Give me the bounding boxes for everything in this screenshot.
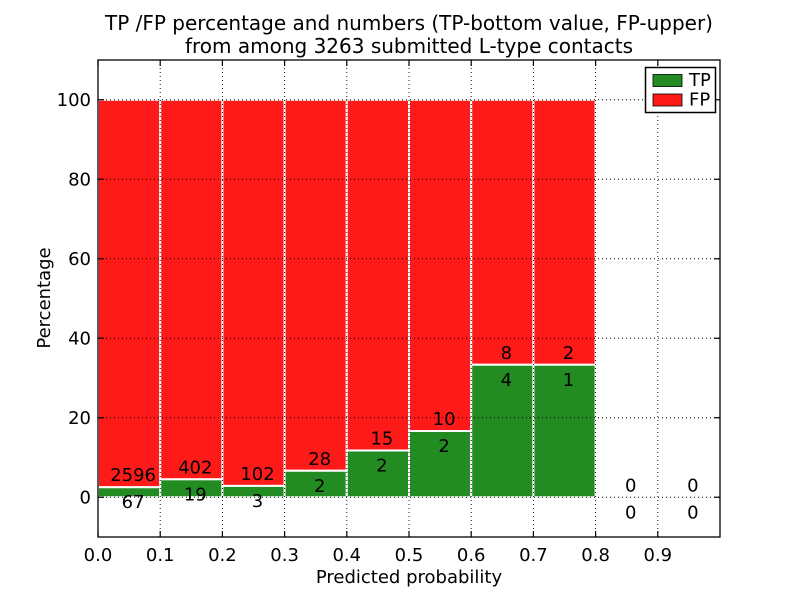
- fp-count-0.8-0.9: 0: [625, 475, 636, 496]
- tp-count-0.5-0.6: 2: [438, 436, 449, 457]
- legend-label-tp: TP: [688, 70, 711, 91]
- bar-fp-0.3-0.4: [283, 98, 348, 472]
- x-tick-label-0.4: 0.4: [332, 545, 361, 566]
- legend-swatch-tp: [652, 74, 683, 87]
- tp-count-0.9-1.0: 0: [687, 502, 698, 523]
- fp-count-0.5-0.6: 10: [433, 409, 456, 430]
- tp-count-0.2-0.3: 3: [252, 491, 263, 512]
- y-tick-label-100: 100: [57, 90, 91, 111]
- legend: TP FP: [644, 66, 717, 114]
- tp-count-0.6-0.7: 4: [501, 370, 512, 391]
- x-tick-labels: 0.0 0.1 0.2 0.3 0.4 0.5 0.6 0.7 0.8 0.9: [84, 545, 672, 566]
- x-tick-label-0.7: 0.7: [519, 545, 548, 566]
- fp-count-0.3-0.4: 28: [308, 449, 331, 470]
- tp-count-0.0-0.1: 67: [122, 492, 145, 513]
- x-tick-label-0.2: 0.2: [208, 545, 237, 566]
- x-tick-label-0.9: 0.9: [643, 545, 672, 566]
- y-tick-label-0: 0: [80, 487, 91, 508]
- fp-count-0.7-0.8: 2: [563, 343, 574, 364]
- fp-count-0.2-0.3: 102: [240, 464, 274, 485]
- y-tick-label-80: 80: [68, 169, 91, 190]
- chart-title-line2: from among 3263 submitted L-type contact…: [185, 34, 633, 58]
- x-tick-label-0.5: 0.5: [395, 545, 424, 566]
- fp-count-0.0-0.1: 2596: [110, 465, 156, 486]
- bar-fp-0.5-0.6: [408, 98, 473, 432]
- tp-count-0.1-0.2: 19: [184, 484, 207, 505]
- y-axis-label: Percentage: [34, 247, 55, 348]
- tp-count-0.8-0.9: 0: [625, 502, 636, 523]
- legend-label-fp: FP: [689, 90, 710, 111]
- x-axis-label: Predicted probability: [316, 567, 503, 588]
- bar-fp-0.6-0.7: [470, 98, 535, 366]
- axis-ticks-layer: [97, 60, 720, 537]
- bar-fp-0.4-0.5: [345, 98, 410, 452]
- y-tick-label-40: 40: [68, 328, 91, 349]
- x-tick-label-0.0: 0.0: [84, 545, 113, 566]
- bars-layer: [97, 98, 597, 499]
- bar-fp-0.0-0.1: [97, 98, 162, 489]
- x-tick-label-0.3: 0.3: [270, 545, 299, 566]
- bar-fp-0.2-0.3: [221, 98, 286, 487]
- y-tick-label-60: 60: [68, 249, 91, 270]
- y-tick-labels: 0 20 40 60 80 100: [57, 90, 91, 509]
- x-tick-label-0.1: 0.1: [146, 545, 175, 566]
- chart-title-line1: TP /FP percentage and numbers (TP-bottom…: [104, 11, 713, 35]
- bar-tp-0.4-0.5: [345, 449, 410, 499]
- tp-count-0.7-0.8: 1: [563, 370, 574, 391]
- fp-count-0.6-0.7: 8: [501, 343, 512, 364]
- x-tick-label-0.8: 0.8: [581, 545, 610, 566]
- fp-count-0.1-0.2: 402: [178, 457, 212, 478]
- tp-count-0.4-0.5: 2: [376, 455, 387, 476]
- fp-count-0.9-1.0: 0: [687, 475, 698, 496]
- bar-tp-0.7-0.8: [532, 363, 597, 499]
- bar-fp-0.1-0.2: [159, 98, 224, 481]
- tp-count-0.3-0.4: 2: [314, 476, 325, 497]
- fp-count-0.4-0.5: 15: [370, 428, 393, 449]
- legend-swatch-fp: [652, 93, 683, 107]
- bar-fp-0.7-0.8: [532, 98, 597, 366]
- y-tick-label-20: 20: [68, 408, 91, 429]
- x-tick-label-0.6: 0.6: [457, 545, 486, 566]
